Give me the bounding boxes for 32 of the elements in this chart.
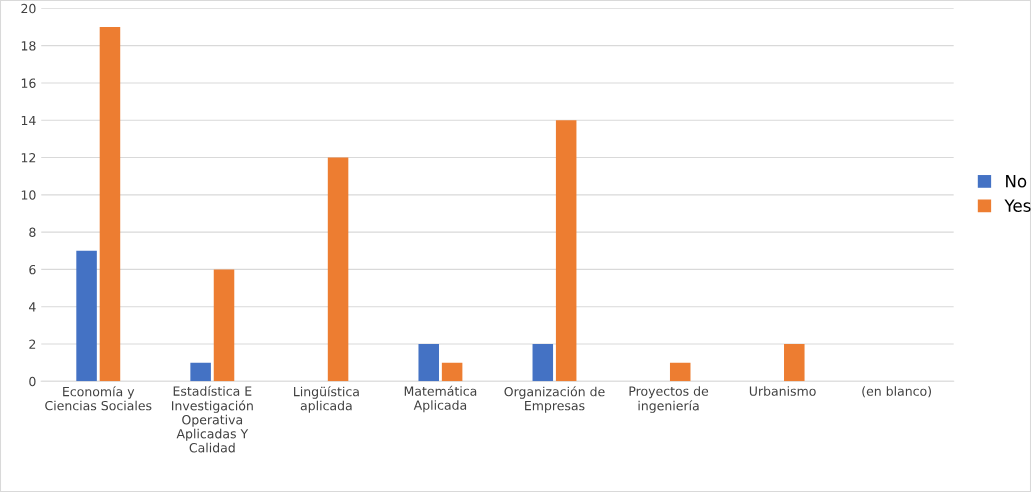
y-tick-label: 8 bbox=[29, 227, 36, 238]
bar bbox=[669, 362, 691, 382]
x-tick-label: Urbanismo bbox=[749, 386, 816, 396]
bar bbox=[76, 250, 97, 382]
x-tick-label: Matemática Aplicada bbox=[404, 385, 477, 413]
bar bbox=[190, 362, 211, 382]
x-tick-label: Estadística E Investigación Operativa Aplicadas Y Calidad bbox=[172, 385, 253, 453]
bar bbox=[213, 269, 235, 382]
x-tick-label: Organización de Empresas bbox=[504, 386, 605, 413]
y-tick-label: 10 bbox=[21, 190, 36, 200]
y-tick-label: 0 bbox=[29, 376, 36, 387]
y-tick-label: 4 bbox=[29, 302, 36, 312]
bar bbox=[327, 157, 349, 382]
legend-label: Yes bbox=[1004, 199, 1031, 212]
y-tick-label: 20 bbox=[21, 3, 36, 14]
y-tick-label: 12 bbox=[21, 153, 36, 163]
y-tick-label: 14 bbox=[21, 115, 36, 125]
bar bbox=[555, 120, 577, 382]
y-tick-label: 2 bbox=[29, 339, 36, 349]
legend-label: No bbox=[1006, 175, 1027, 188]
bar bbox=[532, 344, 554, 382]
bar bbox=[784, 344, 805, 382]
bar bbox=[99, 27, 121, 382]
y-tick-label: 6 bbox=[29, 264, 36, 275]
x-tick-label: Lingüística aplicada bbox=[294, 386, 359, 413]
bar bbox=[418, 344, 439, 382]
x-tick-label: (en blanco) bbox=[862, 386, 931, 398]
x-tick-label: Proyectos de ingeniería bbox=[629, 386, 709, 413]
y-tick-label: 18 bbox=[21, 41, 36, 51]
bar bbox=[441, 362, 463, 382]
x-tick-label: Economía y Ciencias Sociales bbox=[45, 386, 152, 411]
y-tick-label: 16 bbox=[21, 78, 36, 88]
